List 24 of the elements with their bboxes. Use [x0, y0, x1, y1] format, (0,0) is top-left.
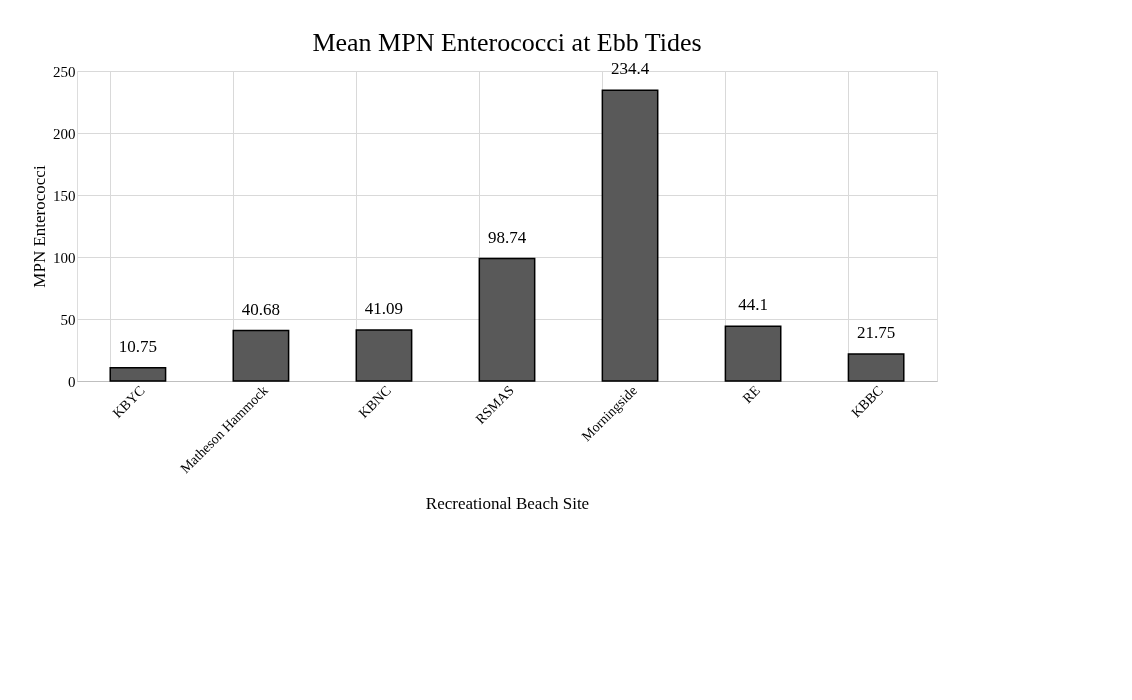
bar: [109, 366, 167, 382]
y-tick-label: 150: [53, 187, 76, 204]
data-label: 10.75: [118, 336, 158, 356]
data-label: 98.74: [487, 227, 527, 247]
x-tick-label: RE: [739, 382, 763, 407]
y-tick-label: 100: [53, 249, 76, 266]
y-axis-title: MPN Enterococci: [30, 165, 49, 288]
bar: [355, 329, 413, 382]
y-tick-label: 200: [53, 125, 76, 142]
bar: [478, 257, 536, 382]
bar: [232, 329, 290, 382]
bar: [847, 353, 905, 382]
y-tick-label: 0: [68, 373, 76, 390]
data-label: 44.1: [738, 295, 768, 315]
x-axis-title: Recreational Beach Site: [425, 494, 590, 514]
chart-title: Mean MPN Enterococci at Ebb Tides: [312, 28, 702, 58]
bar: [724, 325, 782, 382]
bar: [601, 89, 659, 382]
data-label: 40.68: [241, 299, 281, 319]
data-label: 234.4: [610, 59, 650, 79]
data-label: 41.09: [364, 299, 404, 319]
y-tick-label: 50: [60, 311, 76, 328]
data-label: 21.75: [856, 323, 896, 343]
y-tick-label: 250: [53, 63, 76, 80]
